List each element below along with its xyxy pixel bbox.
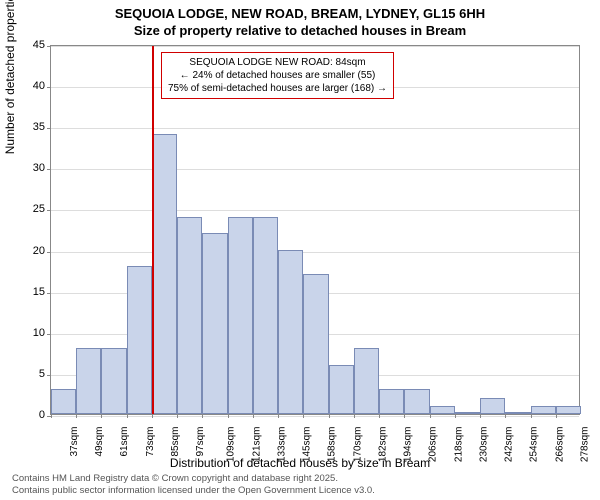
xtick-label: 97sqm — [195, 427, 206, 457]
gridline — [51, 169, 579, 170]
ytick-mark — [47, 334, 51, 335]
xtick-mark — [101, 414, 102, 418]
ytick-label: 25 — [15, 203, 45, 215]
histogram-bar — [303, 274, 328, 414]
xtick-mark — [480, 414, 481, 418]
footer-attribution: Contains HM Land Registry data © Crown c… — [12, 473, 375, 496]
histogram-bar — [455, 412, 480, 414]
histogram-bar — [127, 266, 152, 414]
footer-line-2: Contains public sector information licen… — [12, 485, 375, 496]
histogram-bar — [51, 389, 76, 414]
histogram-bar — [202, 233, 227, 414]
chart-title-2: Size of property relative to detached ho… — [0, 23, 600, 38]
xtick-mark — [531, 414, 532, 418]
ytick-mark — [47, 128, 51, 129]
footer-line-1: Contains HM Land Registry data © Crown c… — [12, 473, 375, 484]
histogram-bar — [354, 348, 379, 414]
xtick-mark — [329, 414, 330, 418]
chart-title-1: SEQUOIA LODGE, NEW ROAD, BREAM, LYDNEY, … — [0, 6, 600, 21]
ytick-label: 0 — [15, 409, 45, 421]
xtick-mark — [455, 414, 456, 418]
histogram-bar — [152, 134, 177, 414]
xtick-mark — [505, 414, 506, 418]
xtick-mark — [152, 414, 153, 418]
ytick-label: 5 — [15, 368, 45, 380]
plot-area: SEQUOIA LODGE NEW ROAD: 84sqm ← 24% of d… — [50, 45, 580, 415]
xtick-mark — [202, 414, 203, 418]
xtick-mark — [303, 414, 304, 418]
histogram-bar — [531, 406, 556, 414]
xtick-mark — [228, 414, 229, 418]
x-axis-label: Distribution of detached houses by size … — [0, 456, 600, 470]
ytick-mark — [47, 87, 51, 88]
histogram-bar — [101, 348, 126, 414]
histogram-bar — [76, 348, 101, 414]
histogram-bar — [556, 406, 581, 414]
xtick-mark — [556, 414, 557, 418]
xtick-mark — [253, 414, 254, 418]
gridline — [51, 128, 579, 129]
ytick-mark — [47, 210, 51, 211]
xtick-label: 85sqm — [170, 427, 181, 457]
xtick-mark — [51, 414, 52, 418]
gridline — [51, 252, 579, 253]
ytick-mark — [47, 375, 51, 376]
ytick-mark — [47, 46, 51, 47]
xtick-label: 73sqm — [145, 427, 156, 457]
xtick-label: 37sqm — [69, 427, 80, 457]
xtick-mark — [430, 414, 431, 418]
ytick-mark — [47, 293, 51, 294]
ytick-mark — [47, 169, 51, 170]
ytick-label: 20 — [15, 245, 45, 257]
marker-line — [152, 46, 154, 414]
histogram-bar — [253, 217, 278, 414]
histogram-bar — [329, 365, 354, 414]
histogram-bar — [278, 250, 303, 414]
gridline — [51, 46, 579, 47]
histogram-bar — [505, 412, 530, 414]
xtick-mark — [379, 414, 380, 418]
histogram-bar — [430, 406, 455, 414]
gridline — [51, 416, 579, 417]
histogram-bar — [228, 217, 253, 414]
ytick-label: 35 — [15, 121, 45, 133]
histogram-bar — [379, 389, 404, 414]
xtick-mark — [354, 414, 355, 418]
ytick-label: 40 — [15, 80, 45, 92]
ytick-label: 45 — [15, 39, 45, 51]
xtick-mark — [404, 414, 405, 418]
xtick-label: 49sqm — [94, 427, 105, 457]
ytick-label: 30 — [15, 162, 45, 174]
xtick-mark — [177, 414, 178, 418]
marker-info-box: SEQUOIA LODGE NEW ROAD: 84sqm ← 24% of d… — [161, 52, 394, 99]
ytick-mark — [47, 252, 51, 253]
xtick-mark — [278, 414, 279, 418]
info-line-2: ← 24% of detached houses are smaller (55… — [168, 69, 387, 82]
gridline — [51, 210, 579, 211]
xtick-mark — [127, 414, 128, 418]
ytick-label: 10 — [15, 327, 45, 339]
histogram-bar — [480, 398, 505, 414]
histogram-chart: SEQUOIA LODGE, NEW ROAD, BREAM, LYDNEY, … — [0, 0, 600, 500]
xtick-mark — [76, 414, 77, 418]
histogram-bar — [404, 389, 429, 414]
info-line-3: 75% of semi-detached houses are larger (… — [168, 82, 387, 95]
xtick-label: 61sqm — [119, 427, 130, 457]
histogram-bar — [177, 217, 202, 414]
ytick-label: 15 — [15, 286, 45, 298]
info-line-1: SEQUOIA LODGE NEW ROAD: 84sqm — [168, 56, 387, 69]
